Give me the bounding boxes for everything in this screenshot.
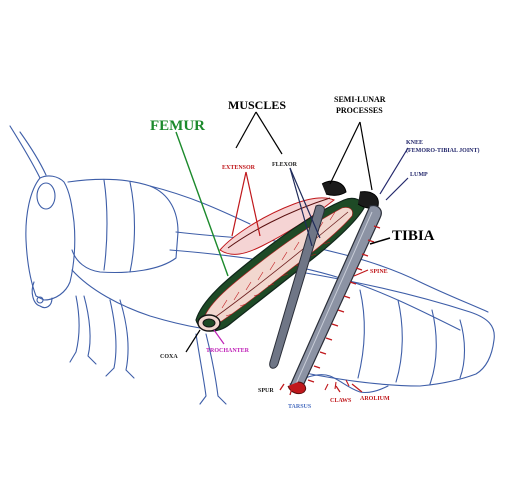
- front-leg-2: [105, 299, 135, 379]
- tibia-label: TIBIA: [392, 228, 435, 244]
- semi-lunar-label-2: PROCESSES: [336, 106, 383, 115]
- knee-label: KNEE: [406, 140, 423, 146]
- trochanter-label: TROCHANTER: [206, 348, 250, 354]
- tibia-spines: [307, 225, 381, 383]
- front-leg-1: [69, 295, 97, 365]
- trochanter-ring: [202, 318, 216, 328]
- labels: FEMUR MUSCLES EXTENSOR FLEXOR SEMI-LUNAR…: [150, 95, 480, 410]
- tarsus-outline: [289, 374, 389, 394]
- spine-label: SPINE: [370, 269, 388, 275]
- extensor-leader-1: [245, 171, 261, 237]
- pronotum-groove-2: [129, 181, 136, 273]
- claws-leader: [335, 385, 341, 393]
- thorax-line: [149, 185, 251, 225]
- femur-hatching: [221, 211, 336, 317]
- femur-label: FEMUR: [150, 118, 205, 134]
- middle-leg: [195, 333, 227, 405]
- extensor-label: EXTENSOR: [222, 165, 256, 171]
- femur-core: [213, 211, 349, 319]
- antenna-1: [9, 125, 41, 179]
- muscles-leader-right: [255, 111, 283, 155]
- tibia-leader: [369, 237, 391, 245]
- mouthparts: [31, 281, 53, 309]
- muscles-label: MUSCLES: [228, 98, 286, 112]
- lump-label: LUMP: [410, 172, 428, 178]
- semi-lunar-label-1: SEMI-LUNAR: [334, 95, 386, 104]
- pronotum-groove-1: [103, 179, 108, 271]
- knee-leader: [379, 147, 409, 195]
- claw-marks: [324, 379, 350, 391]
- tarsus-label: TARSUS: [288, 404, 312, 410]
- semi-lunar-process-2: [357, 191, 379, 209]
- lower-leg-bar: [269, 204, 325, 369]
- semi-lunar-leader-2: [359, 121, 373, 191]
- abdomen-segment-2: [395, 299, 403, 383]
- extensor-muscle-core: [227, 197, 331, 249]
- abdomen-segment-4: [459, 319, 466, 379]
- abdomen-bottom: [299, 371, 421, 387]
- semi-lunar-process-1: [321, 180, 347, 196]
- coxa-leader: [185, 329, 201, 353]
- wing-upper: [175, 231, 489, 313]
- semi-lunar-leader-1: [329, 121, 361, 185]
- coxa-label: COXA: [160, 354, 178, 360]
- head-outline: [25, 175, 76, 301]
- arolium-leader: [351, 383, 363, 393]
- spur-label: SPUR: [258, 388, 274, 394]
- leader-lines: [175, 111, 409, 393]
- extensor-leader-2: [231, 171, 247, 237]
- flexor-leader-2: [289, 167, 313, 247]
- lump-leader: [385, 177, 409, 201]
- tibia-highlight: [295, 211, 373, 385]
- arolium-label: AROLIUM: [360, 396, 390, 402]
- muscles-group: [219, 197, 335, 255]
- knee-note: (FEMORO-TIBIAL JOINT): [406, 147, 480, 154]
- palp: [36, 296, 44, 304]
- abdomen-segment-3: [429, 309, 437, 385]
- pronotum: [67, 178, 179, 273]
- spur-marks: [279, 383, 303, 396]
- compound-eye: [36, 182, 56, 210]
- abdomen-segment-1: [357, 289, 365, 379]
- muscles-leader-left: [235, 111, 257, 149]
- lower-body: [71, 269, 201, 329]
- flexor-label: FLEXOR: [272, 162, 298, 168]
- claws-label: CLAWS: [330, 398, 352, 404]
- femur-leader: [175, 131, 229, 277]
- trochanter-leader: [213, 329, 225, 345]
- extensor-muscle: [219, 197, 335, 255]
- spine-leader: [353, 269, 369, 277]
- abdomen-tip: [419, 339, 495, 387]
- flexor-leader-1: [289, 167, 321, 239]
- tibia-group: [269, 204, 382, 396]
- antenna-2: [19, 131, 47, 176]
